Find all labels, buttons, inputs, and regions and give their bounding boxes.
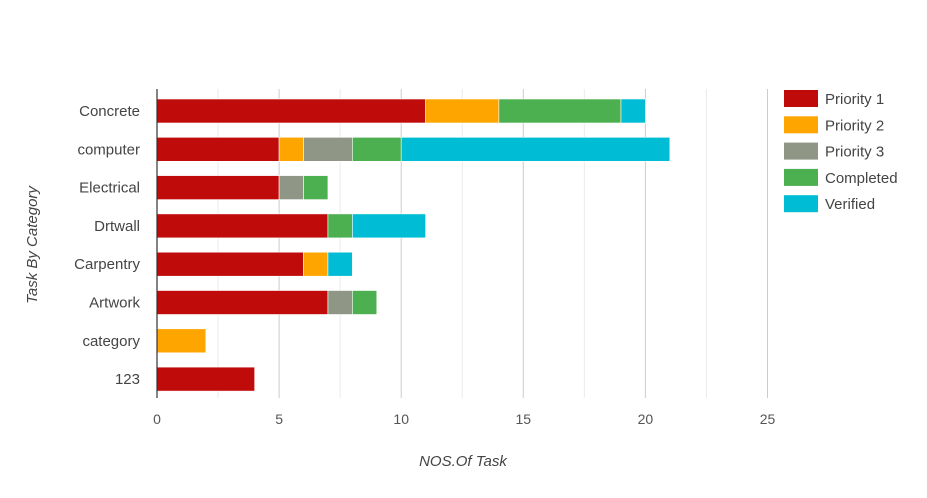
- x-tick-label: 10: [393, 411, 409, 427]
- bar-segment[interactable]: [400, 137, 671, 162]
- bar-segment[interactable]: [278, 137, 304, 162]
- bar-segment[interactable]: [156, 213, 329, 239]
- x-tick-label: 15: [516, 411, 532, 427]
- category-label: 123: [115, 371, 140, 388]
- grid-layer: [217, 89, 768, 398]
- x-tick-label: 20: [638, 411, 654, 427]
- category-label: category: [82, 333, 140, 350]
- legend-label[interactable]: Priority 2: [825, 117, 884, 134]
- y-axis-title: Task By Category: [24, 185, 41, 304]
- bar-segment[interactable]: [327, 213, 353, 239]
- legend-label[interactable]: Priority 3: [825, 144, 884, 161]
- bar-segment[interactable]: [303, 175, 329, 200]
- x-tick-label: 25: [760, 411, 776, 427]
- bar-segment[interactable]: [327, 290, 353, 315]
- bar-segment[interactable]: [156, 175, 280, 200]
- legend[interactable]: Priority 1 Priority 2 Priority 3 Completed V…: [784, 90, 898, 213]
- category-label: Concrete: [79, 103, 140, 120]
- category-label: Artwork: [89, 295, 140, 312]
- bar-segment[interactable]: [327, 251, 353, 277]
- legend-swatch[interactable]: [784, 168, 818, 186]
- legend-swatch[interactable]: [784, 195, 818, 213]
- bar-segment[interactable]: [156, 290, 329, 315]
- x-tick-label: 0: [153, 411, 161, 427]
- bar-segment[interactable]: [498, 98, 622, 124]
- category-label: Electrical: [79, 180, 140, 197]
- category-label: Carpentry: [74, 256, 140, 273]
- x-axis-title: NOS.Of Task: [419, 453, 508, 470]
- bar-segment[interactable]: [352, 137, 402, 162]
- bars-layer: [156, 98, 671, 392]
- bar-segment[interactable]: [425, 98, 500, 124]
- category-label: computer: [77, 141, 140, 158]
- bar-segment[interactable]: [156, 251, 304, 277]
- legend-label[interactable]: Priority 1: [825, 91, 884, 108]
- legend-swatch[interactable]: [784, 116, 818, 134]
- x-tick-label: 5: [275, 411, 283, 427]
- legend-label[interactable]: Verified: [825, 196, 875, 213]
- bar-segment[interactable]: [303, 137, 353, 162]
- bar-segment[interactable]: [156, 366, 255, 392]
- bar-segment[interactable]: [156, 137, 280, 162]
- bar-segment[interactable]: [156, 98, 426, 124]
- legend-swatch[interactable]: [784, 90, 818, 107]
- bar-segment[interactable]: [303, 251, 329, 277]
- legend-label[interactable]: Completed: [825, 170, 898, 187]
- bar-segment[interactable]: [278, 175, 304, 200]
- bar-segment[interactable]: [156, 328, 207, 354]
- bar-segment[interactable]: [352, 213, 426, 239]
- bar-segment[interactable]: [620, 98, 646, 124]
- bar-segment[interactable]: [352, 290, 378, 315]
- category-label: Drtwall: [94, 218, 140, 235]
- legend-swatch[interactable]: [784, 142, 818, 160]
- axis-layer: Concrete computer Electrical Drtwall Carpent…: [74, 89, 775, 427]
